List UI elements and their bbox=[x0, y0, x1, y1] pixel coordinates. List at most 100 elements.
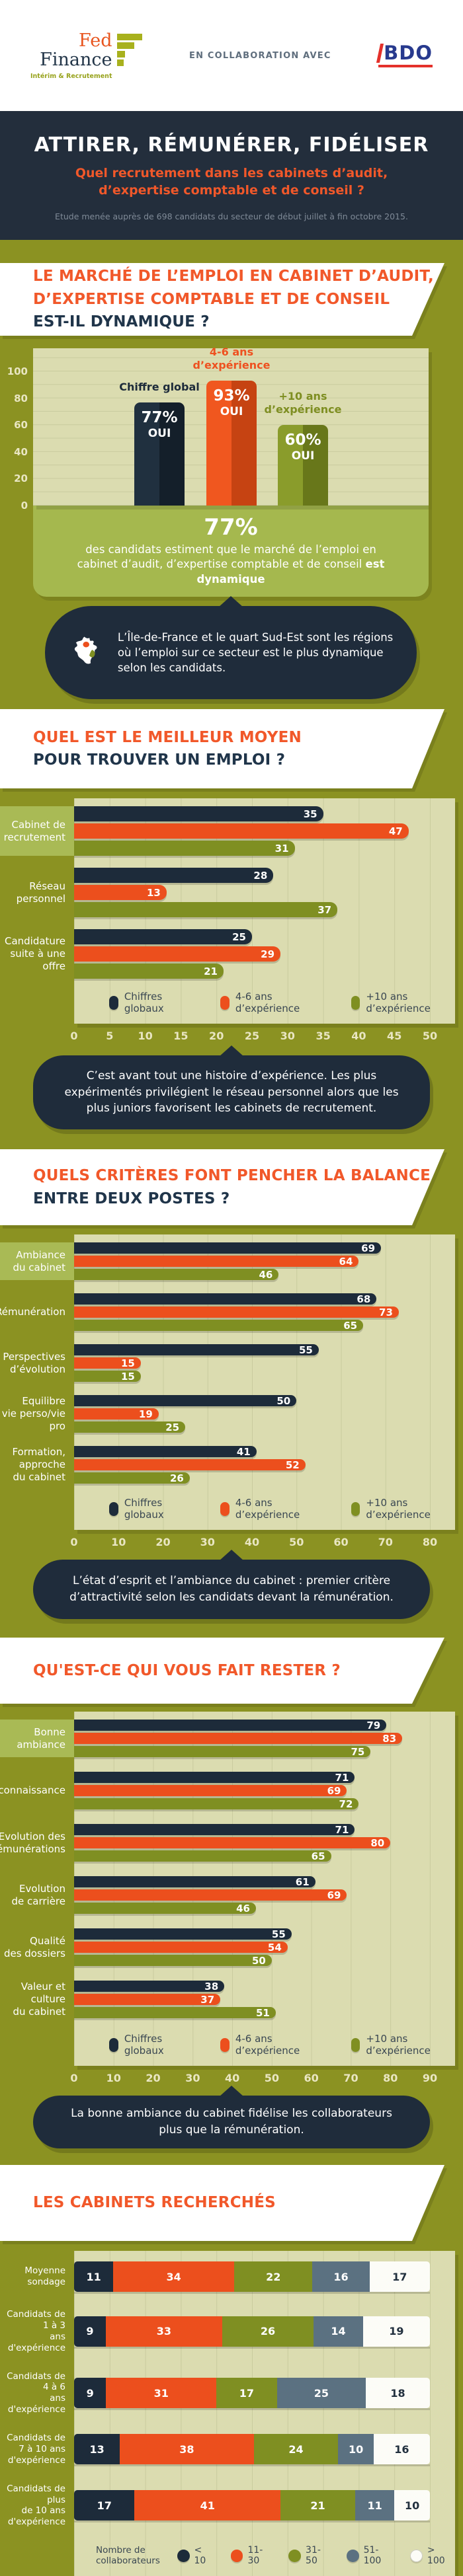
bar-group: Réseau personnel 28 13 37 bbox=[0, 868, 455, 917]
axis-tick-label: 60 bbox=[14, 419, 28, 432]
bar: 25 bbox=[74, 929, 252, 944]
bar-group: Rémunération 68 73 65 bbox=[0, 1293, 455, 1332]
bar: 60% OUI bbox=[278, 425, 328, 506]
axis-tick-label: 30 bbox=[185, 2072, 200, 2084]
bar-value-label: 38 bbox=[179, 2443, 194, 2456]
legend-label: Chiffres globaux bbox=[124, 991, 164, 1014]
section-title-line: ENTRE DEUX POSTES ? bbox=[33, 1190, 230, 1207]
bar-value-label: 80 bbox=[370, 1837, 385, 1849]
legend-label: +10 ans d’expérience bbox=[366, 1497, 431, 1521]
map-callout-text: L’Île-de-France et le quart Sud-Est sont… bbox=[117, 630, 394, 675]
bar: 55 bbox=[74, 1344, 319, 1356]
bar-segment: 21 bbox=[280, 2490, 355, 2521]
category-label: Réseau personnel bbox=[16, 880, 65, 905]
bar-value-label: 17 bbox=[392, 2270, 407, 2283]
bar-group: Candidats de 1 à 3 ans d'expérience 9 33 26… bbox=[0, 2309, 455, 2354]
legend-swatch bbox=[109, 2037, 118, 2052]
bar-value-label: 24 bbox=[288, 2443, 304, 2456]
callout-retention: La bonne ambiance du cabinet fidélise le… bbox=[33, 2086, 430, 2148]
legend-label: > 100 bbox=[427, 2545, 445, 2567]
legend-label: Chiffres globaux bbox=[124, 1497, 164, 1521]
legend-title: Nombre de collaborateurs bbox=[96, 2545, 160, 2567]
legend-label: 4-6 ans d’expérience bbox=[235, 991, 300, 1014]
legend-swatch bbox=[230, 2549, 243, 2562]
hero-banner: ATTIRER, RÉMUNÉRER, FIDÉLISER Quel recru… bbox=[0, 111, 463, 240]
legend-item: 4-6 ans d’expérience bbox=[220, 991, 321, 1014]
callout-notch-icon bbox=[219, 2086, 244, 2097]
bar-segment: 34 bbox=[113, 2261, 235, 2292]
legend-swatch bbox=[351, 995, 360, 1010]
bar-segment: 10 bbox=[394, 2490, 430, 2521]
legend-item: 4-6 ans d’expérience bbox=[220, 1497, 321, 1521]
bar-value-label: 17 bbox=[97, 2499, 112, 2512]
callout-text: L’état d’esprit et l’ambiance du cabinet… bbox=[69, 1574, 394, 1604]
bar-group: Evolution de carrière 61 69 46 bbox=[0, 1876, 455, 1914]
axis-tick-label: 90 bbox=[422, 2072, 438, 2084]
category-label: Candidats de plus de 10 ans d'expérience bbox=[7, 2483, 65, 2528]
legend-swatch bbox=[109, 995, 118, 1010]
section-title-band-2: QUEL EST LE MEILLEUR MOYEN POUR TROUVER … bbox=[0, 709, 463, 788]
category-label: Rémunération bbox=[0, 1306, 65, 1318]
bar: 35 bbox=[74, 806, 323, 821]
bar-segment: 13 bbox=[74, 2434, 120, 2465]
green-callout-text-main: des candidats estiment que le marché de … bbox=[77, 543, 376, 571]
bar-value-label: 22 bbox=[266, 2270, 281, 2283]
bar-group: Candidature suite à une offre 25 29 21 bbox=[0, 929, 455, 979]
bar-value-label: 14 bbox=[331, 2325, 346, 2338]
bar-group: Formation, approche du cabinet 41 52 26 bbox=[0, 1446, 455, 1484]
bar-value-label: 69 bbox=[361, 1242, 376, 1254]
section-title-line: LES CABINETS RECHERCHÉS bbox=[33, 2194, 276, 2212]
fed-logo-bar bbox=[116, 42, 134, 49]
bar-value-label: 41 bbox=[200, 2499, 215, 2512]
bar: 31 bbox=[74, 841, 295, 856]
section-title-2: QUEL EST LE MEILLEUR MOYEN POUR TROUVER … bbox=[0, 709, 444, 788]
bar-value-label: 93% bbox=[213, 387, 250, 405]
page-subtitle: Quel recrutement dans les cabinets d’aud… bbox=[0, 165, 463, 199]
bar: 25 bbox=[74, 1421, 186, 1433]
bar-value-label: 60% bbox=[284, 432, 321, 449]
category-label: Formation, approche du cabinet bbox=[12, 1446, 65, 1483]
legend-swatch bbox=[220, 995, 230, 1010]
bar-segment: 9 bbox=[74, 2316, 106, 2347]
axis-tick-label: 80 bbox=[422, 1536, 438, 1548]
fed-logo-word-finance: Finance bbox=[40, 49, 112, 70]
bar-segment: 25 bbox=[276, 2378, 366, 2409]
axis-tick-label: 40 bbox=[224, 2072, 240, 2084]
section-title-1: LE MARCHÉ DE L’EMPLOI EN CABINET D’AUDIT… bbox=[0, 263, 444, 336]
section-title-3: QUELS CRITÈRES FONT PENCHER LA BALANCE E… bbox=[0, 1149, 444, 1225]
bar: 72 bbox=[74, 1798, 359, 1810]
legend-swatch bbox=[220, 2037, 230, 2052]
bar: 69 bbox=[74, 1785, 347, 1797]
bar-value-label: 13 bbox=[147, 886, 161, 899]
bar-value-label: 50 bbox=[276, 1394, 291, 1407]
legend-swatch bbox=[351, 2037, 360, 2052]
bar: 55 bbox=[74, 1928, 292, 1940]
fed-logo-f-icon bbox=[116, 33, 142, 66]
bar-value-label: 31 bbox=[153, 2386, 169, 2400]
bar-value-label: 16 bbox=[333, 2270, 349, 2283]
bar-value-label: 68 bbox=[357, 1293, 371, 1305]
bar-value-label: 65 bbox=[343, 1319, 358, 1332]
bar-segment: 41 bbox=[134, 2490, 281, 2521]
section-title-line: LE MARCHÉ DE L’EMPLOI EN CABINET D’AUDIT… bbox=[33, 268, 434, 285]
bar-segment: 17 bbox=[74, 2490, 135, 2521]
bar: 80 bbox=[74, 1837, 391, 1849]
axis-tick-label: 5 bbox=[106, 1030, 114, 1042]
chart-market-dynamism: 77% OUI Chiffre global 93% OUI 4-6 ans d’expé… bbox=[7, 346, 429, 511]
bar-segment: 10 bbox=[338, 2434, 374, 2465]
bar-value-label: 21 bbox=[310, 2499, 325, 2512]
bar-value-label: 11 bbox=[367, 2499, 382, 2512]
legend-label: 31-50 bbox=[306, 2545, 321, 2567]
bar-value-label: 38 bbox=[204, 1980, 219, 1992]
bar: 77% OUI bbox=[134, 402, 185, 506]
category-label: Bonne ambiance bbox=[0, 1720, 74, 1757]
bar-value-label: 47 bbox=[388, 825, 403, 837]
chart-panel: Bonne ambiance798375Reconnaissance716972… bbox=[0, 1712, 455, 2066]
bar-segment: 18 bbox=[366, 2378, 430, 2409]
bar: 65 bbox=[74, 1850, 331, 1862]
bar: 65 bbox=[74, 1319, 364, 1332]
bar-group: Ambiance du cabinet 69 64 46 bbox=[0, 1242, 455, 1281]
page-subtitle-line-2: d’expertise comptable et de conseil ? bbox=[99, 182, 364, 198]
